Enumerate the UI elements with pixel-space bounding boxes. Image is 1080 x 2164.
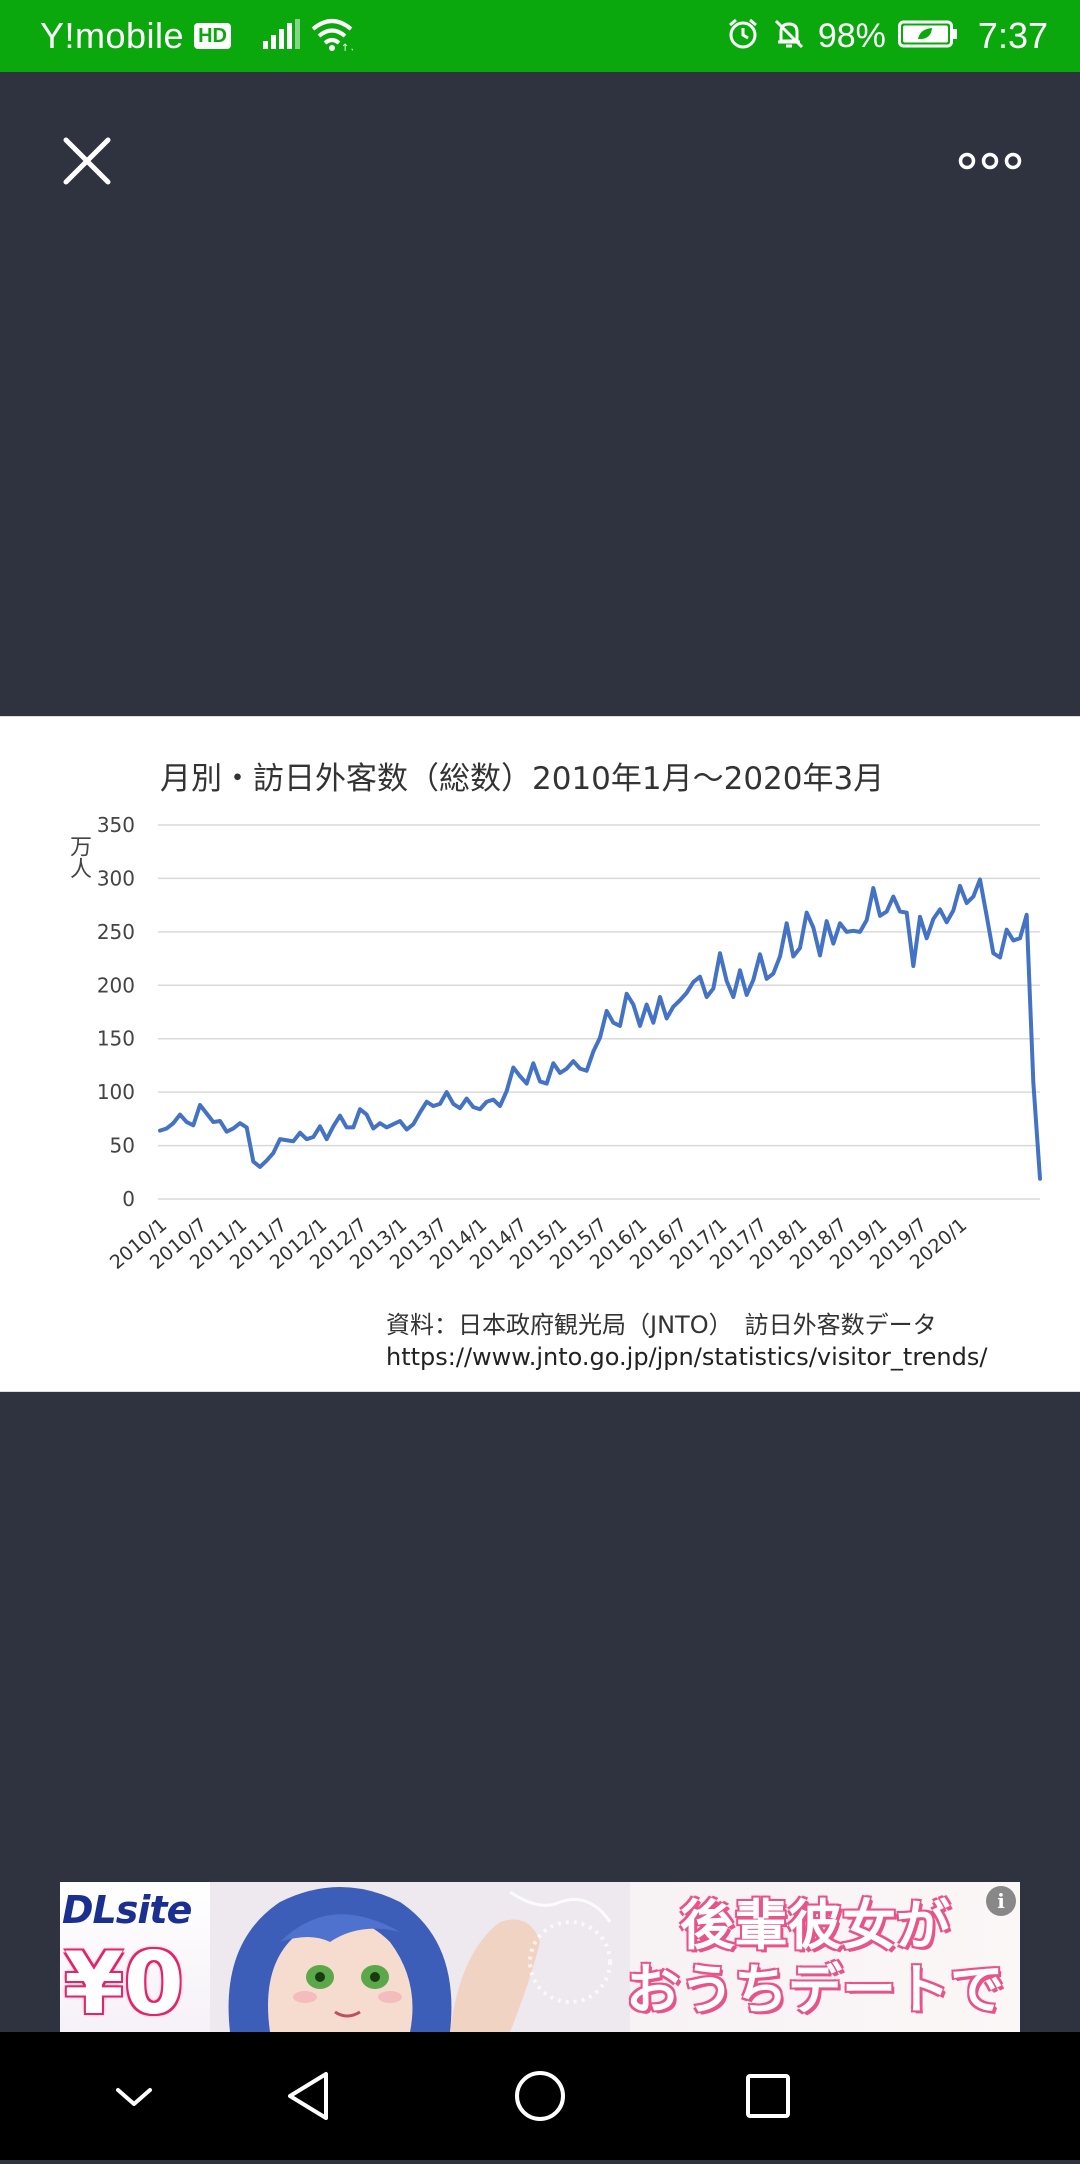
alarm-icon: [726, 17, 760, 56]
battery-saver-icon: [897, 19, 958, 54]
back-icon: [288, 2072, 328, 2120]
y-tick-label: 350: [97, 813, 135, 837]
chart-image[interactable]: 月別・訪日外客数（総数）2010年1月～2020年3月 万人 0 50 100 150…: [0, 716, 1080, 1392]
signal-icon: [262, 18, 301, 54]
hd-badge: HD: [194, 23, 231, 49]
battery-percent: 98%: [817, 16, 886, 55]
navigation-bar: [0, 2032, 1080, 2160]
collapse-chevron-icon: [116, 2088, 152, 2106]
ad-banner[interactable]: DLsite ¥0 後輩彼女が おうちデートで i: [60, 1882, 1020, 2032]
recents-button[interactable]: [698, 2032, 838, 2160]
chart-title: 月別・訪日外客数（総数）2010年1月～2020年3月: [160, 761, 885, 797]
ad-character-illustration: [210, 1882, 630, 2032]
wifi-icon: ↑↓: [311, 17, 358, 56]
y-tick-label: 300: [97, 866, 135, 890]
ad-logo-area: DLsite ¥0: [60, 1882, 210, 2032]
close-button[interactable]: [62, 136, 112, 186]
svg-text:↑↓: ↑↓: [341, 43, 353, 51]
carrier-name: Y!mobile: [40, 15, 185, 56]
ad-info-icon[interactable]: i: [986, 1886, 1016, 1916]
ad-price: ¥0: [64, 1934, 184, 2032]
mute-bell-icon: [772, 17, 806, 56]
more-options-button[interactable]: [958, 144, 1022, 178]
series-line: [158, 877, 1042, 1181]
status-bar: Y!mobile HD ↑↓: [0, 0, 1080, 72]
home-button[interactable]: [470, 2032, 610, 2160]
y-tick-label: 0: [122, 1187, 135, 1211]
y-tick-label: 200: [97, 973, 135, 997]
back-button[interactable]: [240, 2032, 380, 2160]
ad-logo: DLsite: [62, 1888, 192, 1932]
status-bar-left: Y!mobile HD ↑↓: [40, 0, 358, 72]
chart-source-url: https://www.jnto.go.jp/jpn/statistics/vi…: [386, 1343, 988, 1371]
y-tick-label: 100: [97, 1080, 135, 1104]
y-tick-label: 50: [110, 1134, 135, 1158]
line-chart: 0501001502002503003502010/12010/72011/12…: [97, 813, 1042, 1274]
ad-headline-line2: おうちデートで: [626, 1958, 1004, 2021]
home-icon: [515, 2071, 565, 2121]
ad-headline: 後輩彼女が おうちデートで: [615, 1894, 1015, 2022]
y-axis-unit-label: 万人: [66, 835, 91, 879]
collapse-button[interactable]: [64, 2032, 204, 2160]
recents-icon: [746, 2074, 790, 2118]
y-tick-label: 250: [97, 920, 135, 944]
status-bar-right: 98% 7:37: [726, 0, 1048, 72]
chart-source-credit: 資料：日本政府観光局（JNTO） 訪日外客数データ: [386, 1311, 937, 1339]
close-icon: [63, 137, 111, 185]
clock: 7:37: [977, 15, 1048, 56]
more-options-icon: [958, 152, 1022, 170]
ad-headline-line1: 後輩彼女が: [680, 1894, 950, 1957]
y-tick-label: 150: [97, 1027, 135, 1051]
